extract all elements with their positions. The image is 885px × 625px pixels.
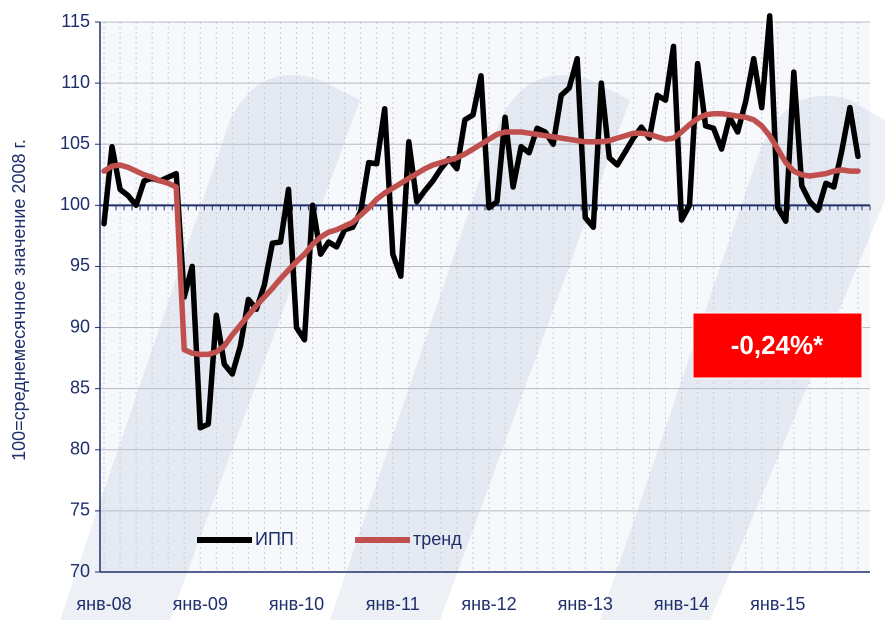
legend-label: тренд	[413, 529, 462, 549]
legend-label: ИПП	[255, 529, 294, 549]
x-tick-label: янв-11	[366, 594, 420, 614]
chart: 100=среднемесячное значение 2008 г. 70 75…	[0, 0, 885, 620]
x-tick-label: янв-09	[173, 594, 228, 614]
y-tick-label: 100	[60, 194, 90, 214]
y-tick-label: 70	[70, 561, 90, 581]
page: 100=среднемесячное значение 2008 г. 70 75…	[0, 0, 885, 625]
y-tick-label: 115	[61, 11, 90, 31]
annotation: -0,24%*	[731, 330, 824, 360]
y-tick-label: 110	[61, 72, 90, 92]
x-tick-label: янв-15	[750, 594, 805, 614]
y-tick-label: 95	[70, 255, 90, 275]
y-axis-label: 100=среднемесячное значение 2008 г.	[9, 139, 29, 461]
x-tick-label: янв-10	[269, 594, 324, 614]
x-tick-label: янв-08	[76, 594, 131, 614]
y-tick-label: 75	[70, 500, 90, 520]
y-tick-label: 105	[60, 133, 90, 153]
y-tick-label: 80	[70, 439, 90, 459]
y-tick-label: 85	[70, 377, 90, 397]
x-tick-label: янв-14	[654, 594, 709, 614]
x-tick-label: янв-13	[558, 594, 613, 614]
x-tick-label: янв-12	[461, 594, 516, 614]
y-tick-label: 90	[70, 316, 90, 336]
